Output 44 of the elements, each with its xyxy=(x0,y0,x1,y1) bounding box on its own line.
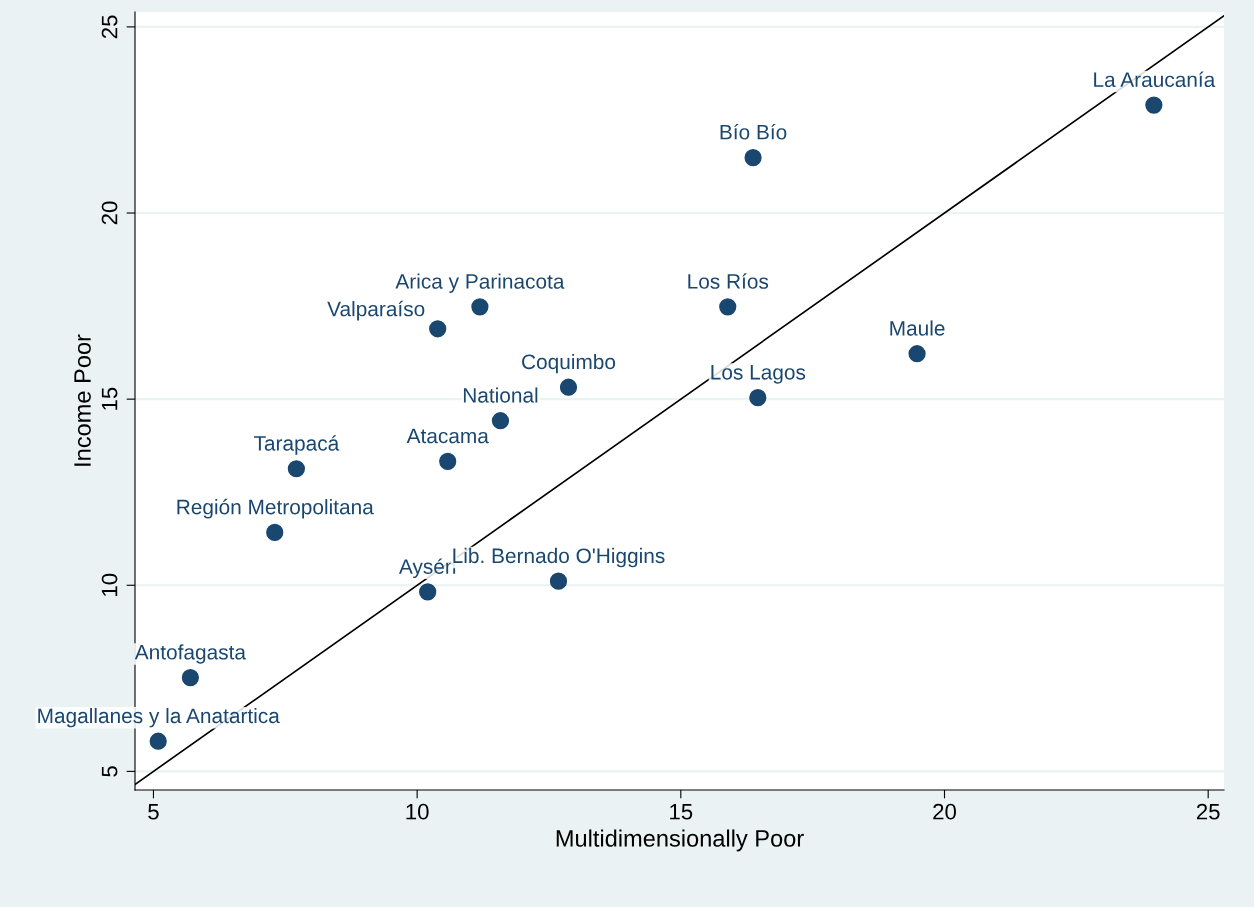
annotation: Región Metropolitana xyxy=(177,498,374,519)
y-axis-title: Income Poor xyxy=(74,334,91,466)
y-tick-label: 15 xyxy=(101,387,118,410)
annotation: Tarapacá xyxy=(254,435,340,455)
point xyxy=(471,298,489,316)
annotation: Atacama xyxy=(406,428,489,444)
point xyxy=(719,298,737,316)
annotation: Arica y Parinacota xyxy=(395,273,565,293)
annotation: National xyxy=(463,387,538,403)
point xyxy=(744,148,762,167)
annotation: Coquimbo xyxy=(522,353,616,374)
point xyxy=(439,452,457,470)
point xyxy=(549,572,568,590)
point xyxy=(287,460,305,478)
point xyxy=(559,378,578,396)
annotation: La Araucanía xyxy=(1094,71,1216,88)
point xyxy=(1145,96,1163,114)
annotation: Aysén xyxy=(398,558,456,579)
annotation: Bío Bío xyxy=(720,124,787,140)
point xyxy=(266,523,284,542)
x-tick-label: 10 xyxy=(406,803,429,820)
annotation: Lib. Bernado O'Higgins xyxy=(453,547,665,568)
point xyxy=(419,583,437,601)
y-tick-label: 20 xyxy=(101,201,118,225)
point xyxy=(749,389,767,407)
x-tick-label: 5 xyxy=(148,804,159,820)
annotation: Los Lagos xyxy=(711,365,806,384)
point xyxy=(908,345,926,363)
point xyxy=(429,320,447,338)
point xyxy=(149,732,167,750)
x-tick-label: 20 xyxy=(933,803,956,820)
y-tick-label: 10 xyxy=(101,573,118,596)
annotation: Maule xyxy=(890,320,945,336)
x-tick-label: 25 xyxy=(1196,803,1220,820)
annotation: Valparaíso xyxy=(327,300,425,321)
annotation: Magallanes y la Anatartica xyxy=(38,707,280,728)
y-tick-label: 5 xyxy=(101,766,118,777)
x-tick-label: 15 xyxy=(670,804,693,820)
annotation: Los Ríos xyxy=(688,273,769,289)
point xyxy=(181,668,199,687)
y-tick-label: 25 xyxy=(101,15,118,39)
point xyxy=(491,412,510,430)
x-axis-title: Multidimensionally Poor xyxy=(556,829,804,852)
annotation: Antofagasta xyxy=(134,644,246,664)
